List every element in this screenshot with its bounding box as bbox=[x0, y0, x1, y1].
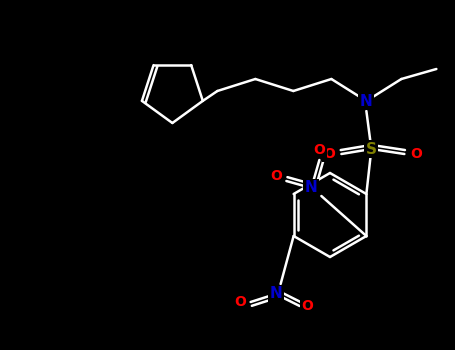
Text: O: O bbox=[324, 147, 335, 161]
Text: N: N bbox=[305, 181, 318, 196]
Text: N: N bbox=[360, 93, 373, 108]
Text: O: O bbox=[270, 169, 282, 183]
Text: S: S bbox=[366, 141, 377, 156]
Text: O: O bbox=[410, 147, 422, 161]
Text: O: O bbox=[235, 295, 247, 309]
Text: N: N bbox=[269, 287, 282, 301]
Text: O: O bbox=[313, 143, 325, 157]
Text: O: O bbox=[302, 299, 313, 313]
